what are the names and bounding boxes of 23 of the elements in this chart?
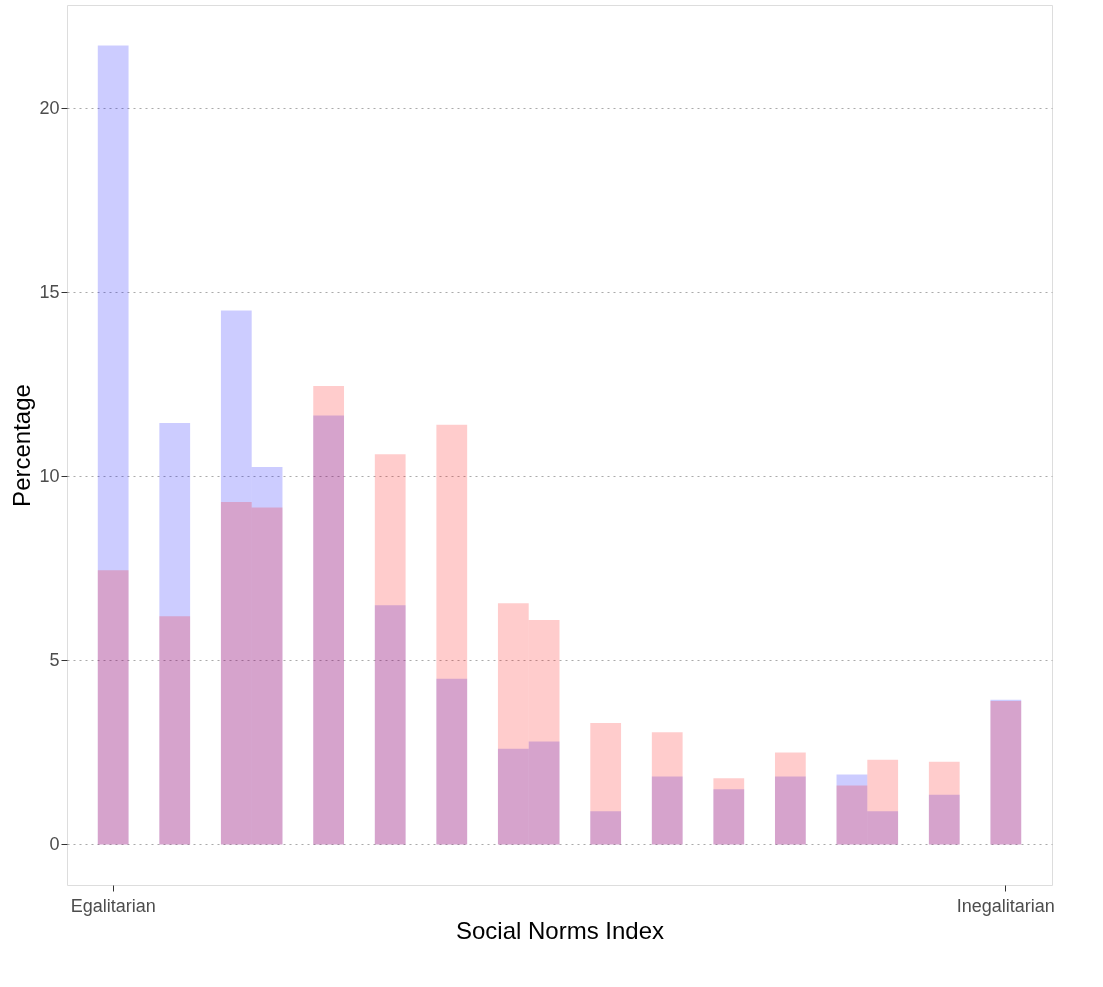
- x-tick-label: Egalitarian: [70, 895, 156, 916]
- bar: [774, 752, 806, 845]
- bar: [220, 502, 252, 845]
- bar: [836, 785, 868, 845]
- bar: [528, 619, 560, 845]
- y-tick-label: 15: [39, 281, 60, 302]
- y-tick-label: 0: [49, 834, 60, 854]
- y-tick-label: 20: [39, 97, 60, 118]
- x-tick-label: Inegalitarian: [956, 895, 1055, 916]
- bar: [867, 759, 899, 845]
- y-tick-label: 10: [39, 465, 60, 486]
- bar: [497, 603, 529, 845]
- bar: [590, 722, 622, 845]
- bar: [928, 761, 960, 845]
- bar: [651, 732, 683, 845]
- x-axis-title: Social Norms Index: [455, 916, 665, 944]
- bar: [713, 778, 745, 845]
- y-tick-label: 5: [49, 649, 60, 670]
- bar: [436, 424, 468, 845]
- bar: [374, 454, 406, 845]
- bar: [97, 570, 129, 845]
- y-axis-title: Percentage: [8, 384, 36, 507]
- bar: [159, 616, 191, 845]
